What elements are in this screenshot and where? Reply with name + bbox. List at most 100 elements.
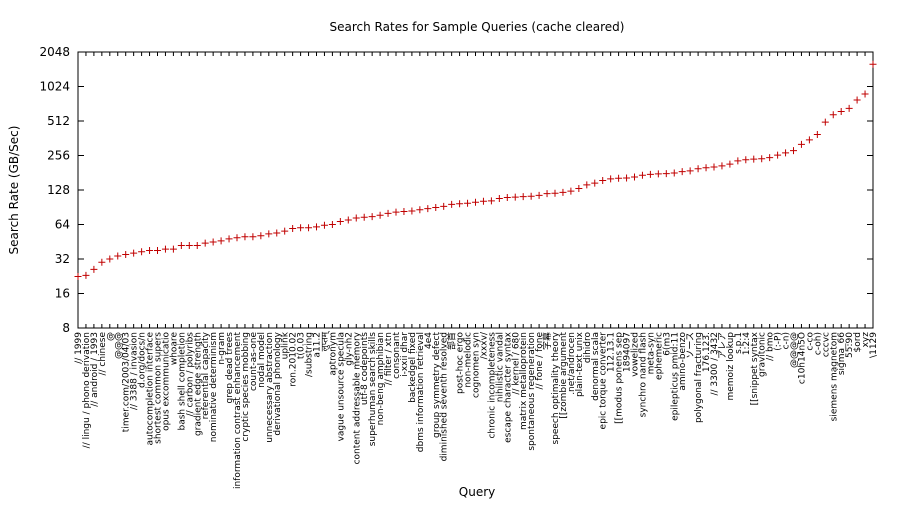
x-tick-label: unnecessary abstraction xyxy=(265,332,275,443)
x-tick-label: timer.com/2003/04/03 xyxy=(122,332,132,432)
point xyxy=(328,221,336,228)
point xyxy=(607,175,615,183)
point xyxy=(805,136,813,144)
point xyxy=(829,111,837,119)
x-tick-label: plain-text unix xyxy=(575,331,585,397)
point xyxy=(392,208,400,216)
plot-frame xyxy=(77,51,874,329)
point xyxy=(615,174,623,182)
point xyxy=(694,165,702,173)
x-tick-label: 1:2:4 xyxy=(742,332,752,356)
x-tick-label: consonant xyxy=(392,332,402,379)
point xyxy=(408,207,416,215)
point xyxy=(559,188,567,196)
point xyxy=(416,206,424,214)
x-tick-label: @ xyxy=(106,332,116,341)
point xyxy=(336,217,344,225)
x-tick-label: matrix metalloprotein xyxy=(519,332,529,430)
x-tick-label: // bmo xyxy=(766,332,776,361)
point xyxy=(432,204,440,212)
point xyxy=(774,151,782,159)
x-tick-label: dihidro xyxy=(583,332,593,364)
x-tick-label: referential capacity xyxy=(201,331,211,419)
point xyxy=(122,251,130,259)
point xyxy=(201,239,209,247)
y-tick-label: 1024 xyxy=(39,80,70,94)
y-tick-label: 128 xyxy=(47,183,70,197)
x-tick-label: epic torque converter xyxy=(599,332,609,430)
x-tick-label: dbms information retrieval xyxy=(416,332,426,452)
x-tick-label: /xxxv/ xyxy=(479,331,489,359)
point xyxy=(456,200,464,208)
x-tick-label: ron.2010.02 xyxy=(289,332,299,387)
x-tick-label: (:-P) xyxy=(774,332,784,351)
x-tick-label: spontaneous regeneration xyxy=(527,332,537,451)
x-tick-label: gravitonic xyxy=(758,332,768,377)
point xyxy=(352,214,360,222)
x-tick-label: i-xxii dhar xyxy=(400,332,410,377)
point xyxy=(90,265,98,273)
point xyxy=(702,164,710,172)
x-tick-label: xyz xyxy=(861,332,871,348)
point xyxy=(718,162,726,170)
point xyxy=(146,246,154,254)
point xyxy=(591,179,599,187)
point xyxy=(424,205,432,213)
x-tick-label: superhuman search skills xyxy=(368,332,378,447)
x-tick-label: a11.2 xyxy=(313,332,323,358)
point xyxy=(782,149,790,157)
x-tick-label: // kernel / 680 xyxy=(511,332,521,395)
x-tick-label: c-oh) xyxy=(813,332,823,355)
point xyxy=(472,198,479,206)
x-tick-label: @@@ xyxy=(114,332,124,359)
x-tick-label: // android / 1993 xyxy=(90,332,100,407)
x-tick-label: utf-8 codepoints xyxy=(360,332,370,405)
point xyxy=(487,197,495,205)
x-tick-label: chronic incompleteness xyxy=(487,332,497,439)
x-tick-label: $ord xyxy=(853,332,863,353)
point xyxy=(400,208,408,216)
y-tick-label: 256 xyxy=(47,149,70,163)
point xyxy=(821,118,829,126)
point xyxy=(623,174,631,182)
point xyxy=(384,209,392,217)
point xyxy=(543,190,551,198)
x-tick-label: backedgel fixed xyxy=(408,332,418,403)
x-tick-label: aptronym xyxy=(328,332,338,376)
x-tick-label: whoare xyxy=(169,332,179,366)
x-tick-label: 字幕 xyxy=(541,332,553,350)
point xyxy=(631,173,638,181)
x-tick-label: meta-syn xyxy=(646,332,656,374)
point xyxy=(726,160,734,168)
point xyxy=(869,60,877,68)
point xyxy=(74,273,82,281)
x-tick-label: // 3388 / invasion xyxy=(130,332,140,410)
x-tick-label: d.org/docs/n xyxy=(138,332,148,388)
point xyxy=(305,224,313,232)
x-tick-label: ephemeric xyxy=(654,332,664,380)
x-tick-label: information contrast enhancement xyxy=(233,332,243,489)
point xyxy=(519,193,527,201)
x-tick-label: c10h14n5O xyxy=(797,332,807,384)
point xyxy=(154,246,161,254)
x-tick-label: escape character syntax xyxy=(503,331,513,443)
point xyxy=(766,154,774,162)
y-axis-label: Search Rate (GB/Sec) xyxy=(7,126,21,255)
x-tick-label: 55:90 xyxy=(845,332,855,358)
x-tick-label: group symmetry defect xyxy=(432,332,442,438)
point xyxy=(567,187,575,195)
x-tick-label: [[zombie argument xyxy=(559,332,569,419)
point xyxy=(249,233,257,241)
x-tick-label: non-beng amphibian xyxy=(376,332,386,425)
point xyxy=(535,191,543,199)
x-tick-label: // fone / fone xyxy=(535,332,545,390)
x-tick-label: c-n) xyxy=(782,332,792,349)
x-tick-label: siemens magnetom xyxy=(829,332,839,421)
x-tick-label: 112.13.1 xyxy=(607,332,617,372)
x-tick-label: nodal model xyxy=(257,332,267,388)
point xyxy=(845,104,853,112)
point xyxy=(233,234,241,242)
x-tick-label: // carbon / polyribs xyxy=(185,332,195,417)
point xyxy=(790,147,797,155)
